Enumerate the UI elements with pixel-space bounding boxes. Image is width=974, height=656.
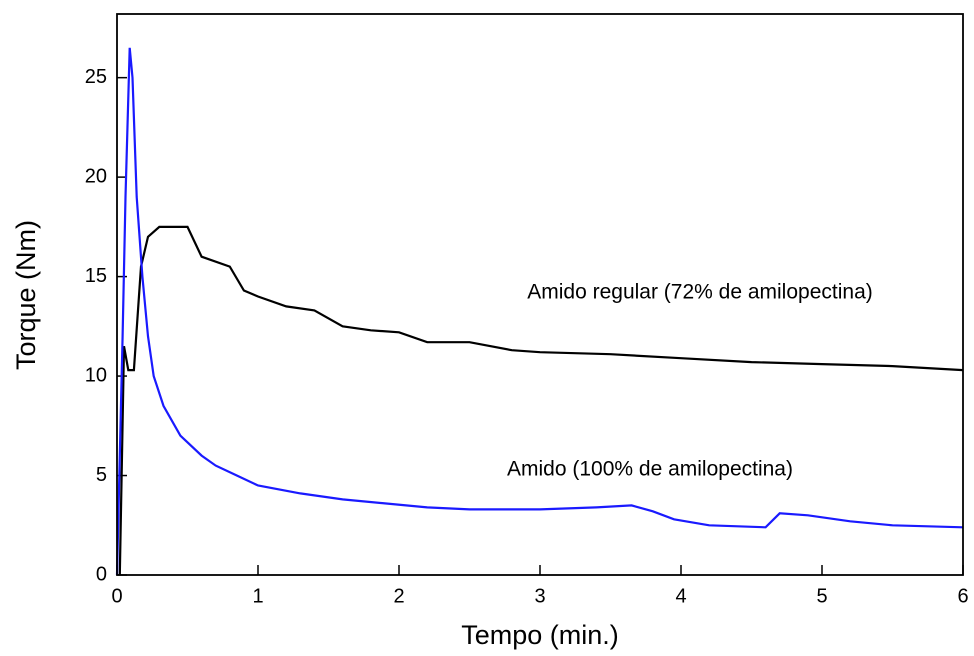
y-tick-label: 20 <box>85 165 107 187</box>
x-tick-label: 6 <box>957 585 968 607</box>
series-annotation: Amido regular (72% de amilopectina) <box>527 281 873 304</box>
x-tick-label: 3 <box>534 585 545 607</box>
y-tick-label: 0 <box>96 563 107 585</box>
y-axis-label: Torque (Nm) <box>11 220 41 370</box>
series-annotation: Amido (100% de amilopectina) <box>507 458 793 481</box>
x-tick-label: 5 <box>816 585 827 607</box>
x-tick-label: 4 <box>675 585 686 607</box>
y-tick-label: 25 <box>85 66 107 88</box>
series-line <box>118 225 964 576</box>
x-tick-label: 1 <box>252 585 263 607</box>
plot-frame <box>116 13 964 576</box>
series-line <box>115 47 964 576</box>
x-tick-label: 2 <box>393 585 404 607</box>
y-tick-label: 15 <box>85 265 107 287</box>
x-tick-label: 0 <box>111 585 122 607</box>
y-tick-label: 10 <box>85 364 107 386</box>
y-tick-label: 5 <box>96 464 107 486</box>
x-axis-label: Tempo (min.) <box>461 620 619 650</box>
